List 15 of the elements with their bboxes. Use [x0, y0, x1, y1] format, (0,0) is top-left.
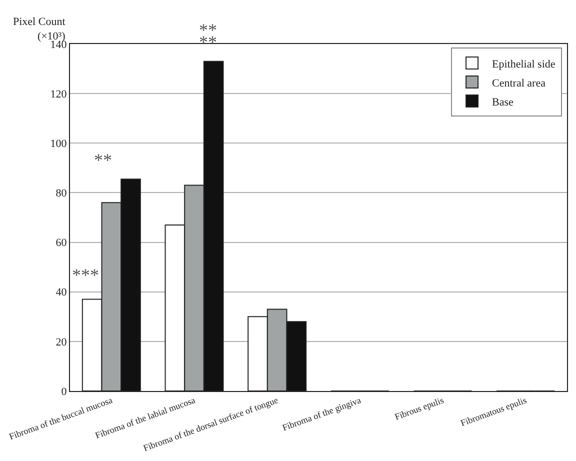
legend-label: Epithelial side: [492, 58, 556, 70]
annotation: ***: [72, 265, 99, 285]
legend-label: Central area: [492, 77, 546, 90]
x-tick-label: Fibrous epulis: [393, 394, 446, 422]
y-tick-label: 100: [50, 138, 68, 150]
y-tick-label: 20: [56, 336, 68, 348]
y-tick-label: 40: [56, 286, 68, 299]
x-tick-label: Fibroma of the gingiva: [280, 395, 362, 433]
y-tick-label: 60: [56, 237, 68, 250]
y-tick-label: 120: [50, 88, 68, 100]
y-tick-label: 80: [56, 188, 68, 200]
y-axis-title: Pixel Count (×10³): [13, 16, 66, 42]
legend-label: Base: [492, 96, 514, 108]
y-tick-label: 0: [61, 386, 68, 398]
annotation: **: [94, 150, 112, 170]
